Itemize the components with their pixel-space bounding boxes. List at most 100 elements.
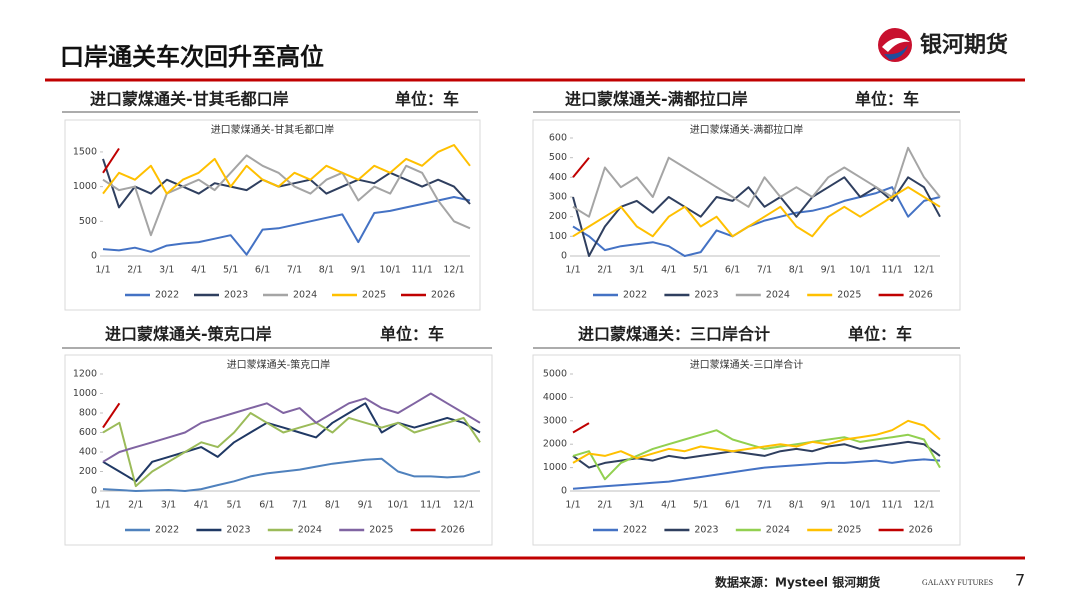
series-line xyxy=(102,412,481,488)
series-line xyxy=(572,157,590,178)
x-tick-label: 12/1 xyxy=(453,500,474,511)
x-tick-label: 7/1 xyxy=(757,500,772,511)
x-tick-label: 1/1 xyxy=(95,500,110,511)
y-tick-label: 400 xyxy=(549,172,567,183)
y-tick-label: 0 xyxy=(561,251,567,262)
legend-label: 2023 xyxy=(694,290,718,301)
x-tick-label: 10/1 xyxy=(387,500,408,511)
legend-label: 2025 xyxy=(362,290,386,301)
legend-label: 2026 xyxy=(441,525,465,536)
x-tick-label: 5/1 xyxy=(693,265,708,276)
x-tick-label: 8/1 xyxy=(325,500,340,511)
y-tick-label: 1500 xyxy=(73,146,97,157)
x-tick-label: 6/1 xyxy=(725,500,740,511)
series-line xyxy=(102,402,121,429)
x-tick-label: 7/1 xyxy=(757,265,772,276)
y-tick-label: 0 xyxy=(561,486,567,497)
series-line xyxy=(572,186,941,238)
y-tick-label: 200 xyxy=(549,211,567,222)
x-tick-label: 4/1 xyxy=(661,500,676,511)
panel-heading: 进口蒙煤通关-满都拉口岸 xyxy=(565,90,748,109)
x-tick-label: 6/1 xyxy=(255,265,270,276)
chart-title: 进口蒙煤通关-甘其毛都口岸 xyxy=(211,123,335,136)
x-tick-label: 8/1 xyxy=(789,500,804,511)
x-tick-label: 2/1 xyxy=(127,265,142,276)
series-line xyxy=(572,146,941,218)
panel-unit: 单位：车 xyxy=(380,325,444,344)
x-tick-label: 10/1 xyxy=(850,500,871,511)
y-tick-label: 500 xyxy=(549,152,567,163)
x-tick-label: 10/1 xyxy=(850,265,871,276)
x-tick-label: 10/1 xyxy=(380,265,401,276)
series-line xyxy=(572,419,941,464)
x-tick-label: 3/1 xyxy=(629,500,644,511)
series-line xyxy=(102,158,471,209)
legend-label: 2022 xyxy=(623,525,647,536)
series-line xyxy=(102,196,471,256)
legend-label: 2024 xyxy=(298,525,322,536)
chart-title: 进口蒙煤通关-满都拉口岸 xyxy=(690,123,804,136)
y-tick-label: 600 xyxy=(79,427,97,438)
x-tick-label: 9/1 xyxy=(821,265,836,276)
x-tick-label: 9/1 xyxy=(351,265,366,276)
x-tick-label: 1/1 xyxy=(95,265,110,276)
chart-title: 进口蒙煤通关-三口岸合计 xyxy=(690,358,804,371)
panel-heading: 进口蒙煤通关-策克口岸 xyxy=(105,325,272,344)
y-tick-label: 200 xyxy=(79,466,97,477)
source: 数据来源：Mysteel 银河期货 xyxy=(715,575,880,590)
x-tick-label: 3/1 xyxy=(629,265,644,276)
x-tick-label: 11/1 xyxy=(881,265,902,276)
x-tick-label: 5/1 xyxy=(226,500,241,511)
chart-frame xyxy=(532,119,961,311)
y-tick-label: 800 xyxy=(79,408,97,419)
legend-label: 2025 xyxy=(369,525,393,536)
panel-unit: 单位：车 xyxy=(395,90,459,109)
series-line xyxy=(572,458,941,490)
x-tick-label: 5/1 xyxy=(693,500,708,511)
y-tick-label: 400 xyxy=(79,447,97,458)
x-tick-label: 7/1 xyxy=(292,500,307,511)
x-tick-label: 4/1 xyxy=(194,500,209,511)
panel-unit: 单位：车 xyxy=(848,325,912,344)
legend-label: 2026 xyxy=(431,290,455,301)
legend-label: 2025 xyxy=(837,290,861,301)
x-tick-label: 9/1 xyxy=(821,500,836,511)
chart-title: 进口蒙煤通关-策克口岸 xyxy=(227,358,331,371)
legend-label: 2024 xyxy=(293,290,317,301)
x-tick-label: 11/1 xyxy=(420,500,441,511)
legend-label: 2026 xyxy=(909,290,933,301)
x-tick-label: 6/1 xyxy=(725,265,740,276)
x-tick-label: 3/1 xyxy=(161,500,176,511)
series-line xyxy=(102,392,481,463)
logo xyxy=(878,28,912,62)
legend-label: 2023 xyxy=(226,525,250,536)
x-tick-label: 9/1 xyxy=(358,500,373,511)
y-tick-label: 2000 xyxy=(543,439,567,450)
series-line xyxy=(572,440,941,469)
x-tick-label: 8/1 xyxy=(789,265,804,276)
legend-label: 2022 xyxy=(623,290,647,301)
legend-label: 2024 xyxy=(766,290,790,301)
series-line xyxy=(572,422,590,434)
y-tick-label: 0 xyxy=(91,251,97,262)
legend-label: 2022 xyxy=(155,525,179,536)
series-line xyxy=(102,144,471,195)
y-tick-label: 300 xyxy=(549,192,567,203)
x-tick-label: 1/1 xyxy=(565,265,580,276)
legend-label: 2022 xyxy=(155,290,179,301)
y-tick-label: 1000 xyxy=(543,462,567,473)
x-tick-label: 12/1 xyxy=(913,265,934,276)
y-tick-label: 1000 xyxy=(73,388,97,399)
x-tick-label: 5/1 xyxy=(223,265,238,276)
x-tick-label: 2/1 xyxy=(128,500,143,511)
y-tick-label: 3000 xyxy=(543,415,567,426)
y-tick-label: 1000 xyxy=(73,181,97,192)
y-tick-label: 1200 xyxy=(73,369,97,380)
y-tick-label: 100 xyxy=(549,231,567,242)
brand-en: GALAXY FUTURES xyxy=(922,578,993,587)
series-line xyxy=(572,186,941,257)
x-tick-label: 2/1 xyxy=(597,265,612,276)
panel-unit: 单位：车 xyxy=(855,90,919,109)
x-tick-label: 12/1 xyxy=(913,500,934,511)
